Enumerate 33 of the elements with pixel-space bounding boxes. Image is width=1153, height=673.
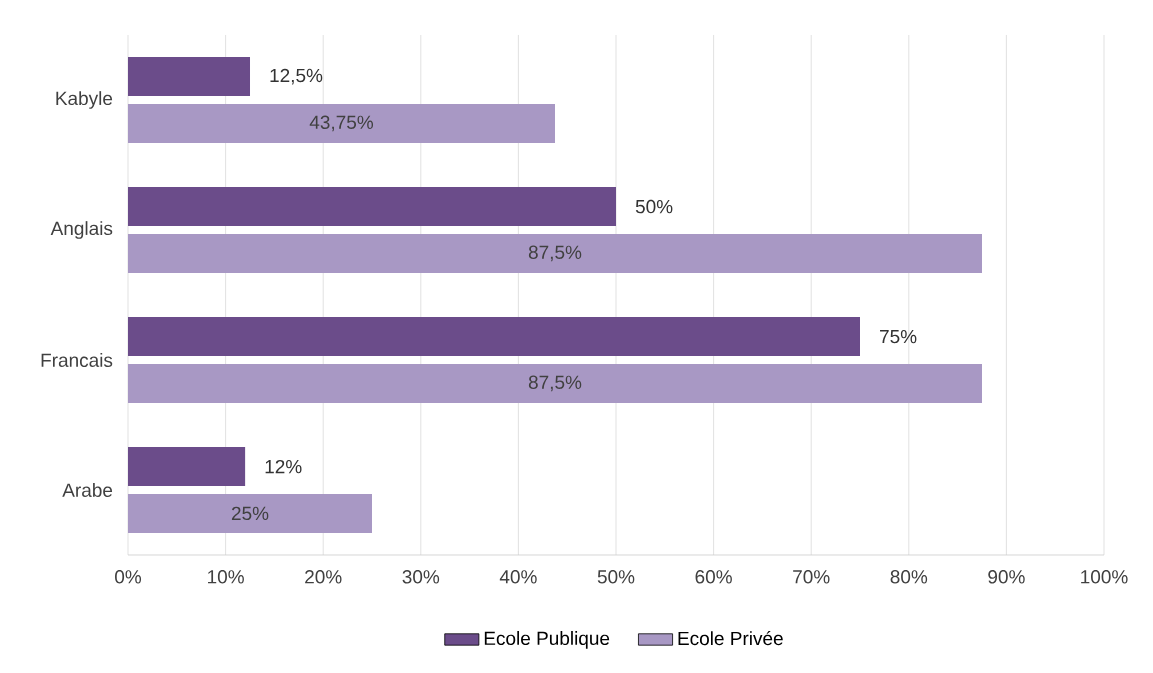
data-label: 87,5% xyxy=(528,375,582,392)
y-tick-label: Francais xyxy=(41,353,113,367)
x-tick-label: 40% xyxy=(499,570,537,584)
y-tick-label: Arabe xyxy=(62,483,113,497)
x-tick-label: 60% xyxy=(695,570,732,584)
bar xyxy=(128,57,251,97)
x-tick-label: 50% xyxy=(597,570,635,584)
data-label: 43,75% xyxy=(309,115,374,132)
bar xyxy=(128,187,616,227)
bar xyxy=(128,233,982,273)
data-label: 87,5% xyxy=(528,245,582,262)
y-tick-label: Anglais xyxy=(50,221,113,239)
data-label: 12% xyxy=(265,459,302,474)
x-tick-label: 0% xyxy=(115,570,142,584)
data-label: 25% xyxy=(231,506,269,521)
bar xyxy=(128,363,982,403)
data-label: 50% xyxy=(635,199,673,214)
bar xyxy=(128,447,246,487)
data-label: 75% xyxy=(880,329,917,344)
data-label: 12,5% xyxy=(270,68,323,85)
x-tick-label: 10% xyxy=(208,570,244,584)
bar xyxy=(128,317,860,357)
x-tick-label: 70% xyxy=(793,570,830,584)
legend-label: Ecole Publique xyxy=(484,631,610,649)
x-tick-label: 90% xyxy=(988,570,1025,584)
y-tick-label: Kabyle xyxy=(56,91,113,109)
x-tick-label: 30% xyxy=(402,570,440,584)
legend-label: Ecole Privée xyxy=(678,630,783,646)
x-tick-label: 20% xyxy=(305,570,342,584)
x-tick-label: 100% xyxy=(1081,570,1128,584)
bar xyxy=(128,103,555,143)
x-tick-label: 80% xyxy=(890,570,928,584)
bar xyxy=(128,493,372,533)
